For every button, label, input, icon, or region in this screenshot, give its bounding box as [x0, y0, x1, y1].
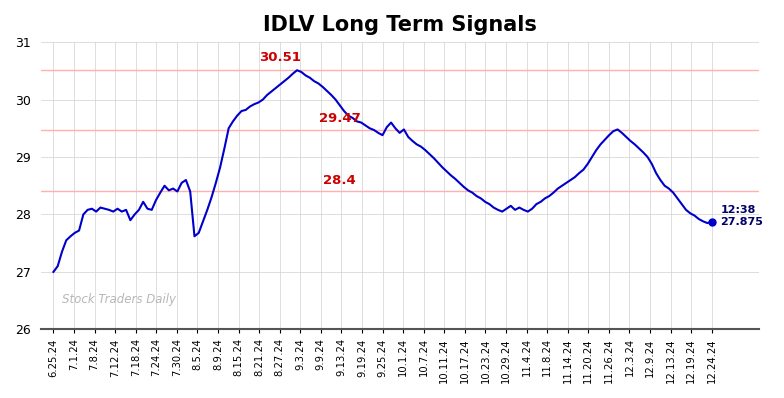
Text: 28.4: 28.4 — [324, 174, 356, 187]
Text: 29.47: 29.47 — [319, 112, 361, 125]
Title: IDLV Long Term Signals: IDLV Long Term Signals — [263, 15, 536, 35]
Text: Stock Traders Daily: Stock Traders Daily — [62, 293, 176, 306]
Text: 12:38
27.875: 12:38 27.875 — [720, 205, 763, 227]
Text: 30.51: 30.51 — [259, 51, 301, 64]
